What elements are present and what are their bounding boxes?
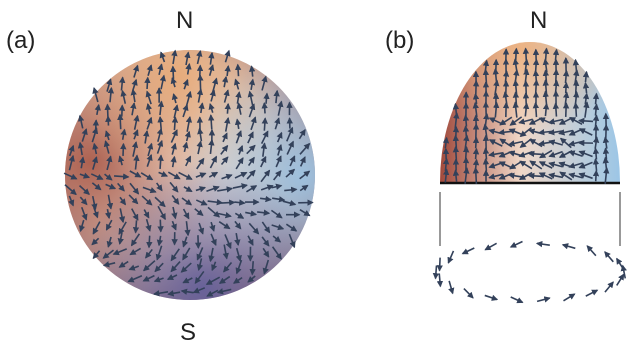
arrow [485,295,497,299]
south-label: S [180,319,196,346]
panel-label: (a) [6,27,35,54]
arrow [160,117,161,129]
arrow [595,104,596,115]
arrow [537,298,550,301]
arrow [511,242,523,248]
arrow [455,170,456,181]
arrow [579,121,593,122]
arrow [605,252,613,262]
arrow [576,103,577,117]
arrow [120,115,121,130]
arrow [160,220,161,232]
arrow [149,236,150,248]
arrow [114,176,128,177]
arrow [566,83,567,93]
arrow [485,243,496,249]
arrow [227,104,228,114]
arrow [585,72,586,82]
arrow [466,115,467,126]
arrow [545,104,546,116]
arrow [485,148,486,159]
arrow [235,202,245,203]
arrow [211,115,212,129]
arrow [529,154,543,155]
arrow [529,176,543,177]
arrow [556,103,557,116]
arrow [536,103,537,117]
arrow [449,281,453,293]
arrow [563,245,576,249]
arrow [436,266,437,279]
arrow [563,294,574,301]
arrow [252,261,253,274]
arrow [596,94,597,105]
arrow [596,171,597,181]
arrow [595,115,596,126]
arrow [238,65,239,77]
arrow [617,259,624,270]
arrow [448,251,453,263]
arrow [440,258,441,271]
arrow [565,71,566,83]
arrow [264,118,265,130]
arrow [511,297,523,302]
arrow [605,282,613,292]
arrow [476,149,477,159]
figure: (a) N S (b) N [0,0,629,347]
arrow [555,50,556,61]
arrow [464,289,473,298]
panel-label: (b) [385,27,414,54]
arrow [585,83,586,93]
arrow [174,117,175,130]
arrow [595,159,596,171]
arrow [566,103,567,117]
arrow [456,147,457,161]
arrow [476,138,477,149]
arrow [439,273,440,286]
arrow [537,243,550,245]
arrow [463,248,475,254]
arrow [476,168,477,184]
arrow [617,274,624,285]
hemisphere [440,42,620,246]
arrow [227,66,228,76]
arrow [587,246,596,256]
arrow [173,67,174,79]
arrow [221,202,234,203]
arrow [264,103,265,113]
arrow [586,290,598,296]
arrow [526,81,527,95]
arrow [486,159,487,171]
arrow [266,94,267,104]
north-label: N [176,7,193,34]
arrow [147,78,148,89]
north-label: N [530,7,547,34]
arrow [160,155,161,168]
arrow [475,94,476,104]
arrow [136,220,137,232]
arrow [596,149,597,160]
arrow [536,60,537,73]
arrow [526,48,527,61]
